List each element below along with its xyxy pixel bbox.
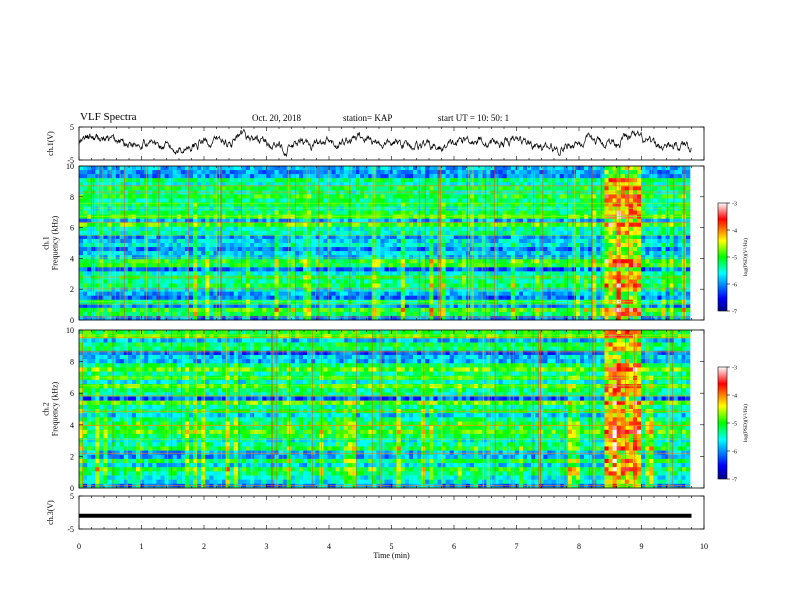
ytick-label: 2 <box>70 452 74 461</box>
colorbar-tick: -4 <box>732 394 737 400</box>
colorbar-tick: -4 <box>732 229 737 235</box>
ylabel: Frequency (kHz) <box>51 381 60 436</box>
colorbar-tick: -6 <box>732 450 737 456</box>
ylabel: ch.2 <box>42 402 51 416</box>
ytick-label: 2 <box>70 285 74 294</box>
ch2-spectrogram <box>79 330 691 489</box>
ylabel: ch.1 <box>42 236 51 250</box>
colorbar-label: log(PSD)(V²/Hz) <box>742 238 749 276</box>
ytick-label: 5 <box>70 123 74 132</box>
xtick-label: 9 <box>640 542 644 551</box>
colorbar-tick: -7 <box>732 310 737 316</box>
ylabel: ch.1(V) <box>46 131 55 156</box>
observation-date: Oct. 20, 2018 <box>252 113 301 123</box>
xtick-label: 1 <box>140 542 144 551</box>
colorbar-tick: -3 <box>732 366 737 372</box>
ytick-label: -5 <box>67 525 74 534</box>
ytick-label: 10 <box>66 326 74 335</box>
colorbar <box>717 366 728 480</box>
colorbar-tick: -7 <box>732 478 737 484</box>
xtick-label: 0 <box>77 542 81 551</box>
colorbar-tick: -6 <box>732 283 737 289</box>
colorbar <box>717 202 728 312</box>
figure-title: VLF Spectra <box>80 111 137 123</box>
ytick-label: 8 <box>70 358 74 367</box>
ytick-label: 8 <box>70 193 74 202</box>
xtick-label: 3 <box>265 542 269 551</box>
colorbar-label: log(PSD)(V²/Hz) <box>742 404 749 442</box>
ytick-label: 10 <box>66 162 74 171</box>
ytick-label: 5 <box>70 492 74 501</box>
xaxis-label: Time (min) <box>373 551 410 560</box>
colorbar-tick: -3 <box>732 202 737 208</box>
xtick-label: 2 <box>202 542 206 551</box>
xtick-label: 10 <box>700 542 708 551</box>
colorbars: -3 -4 -5 -6 -7 log(PSD)(V²/Hz) -3 -4 -5 -6 -7 log(P… <box>717 202 749 484</box>
ytick-label: 4 <box>70 421 74 430</box>
xtick-label: 8 <box>577 542 581 551</box>
xtick-label: 6 <box>452 542 456 551</box>
ytick-label: 0 <box>70 316 74 325</box>
colorbar-tick: -5 <box>732 256 737 262</box>
colorbar-tick: -5 <box>732 422 737 428</box>
ytick-label: -5 <box>67 156 74 165</box>
ch1-waveform-line <box>78 128 692 158</box>
ch1-waveform <box>78 128 692 158</box>
ytick-label: 4 <box>70 254 74 263</box>
ch1-spectrogram <box>79 166 691 321</box>
start-time-label: start UT = 10: 50: 1 <box>438 113 510 123</box>
ytick-label: 0 <box>70 484 74 493</box>
ytick-label: 6 <box>70 389 74 398</box>
station-label: station= KAP <box>343 113 393 123</box>
xtick-label: 5 <box>390 542 394 551</box>
xtick-label: 4 <box>327 542 331 551</box>
xtick-label: 7 <box>515 542 519 551</box>
ylabel: ch.3(V) <box>46 500 55 525</box>
ylabel: Frequency (kHz) <box>51 215 60 270</box>
ytick-label: 6 <box>70 224 74 233</box>
